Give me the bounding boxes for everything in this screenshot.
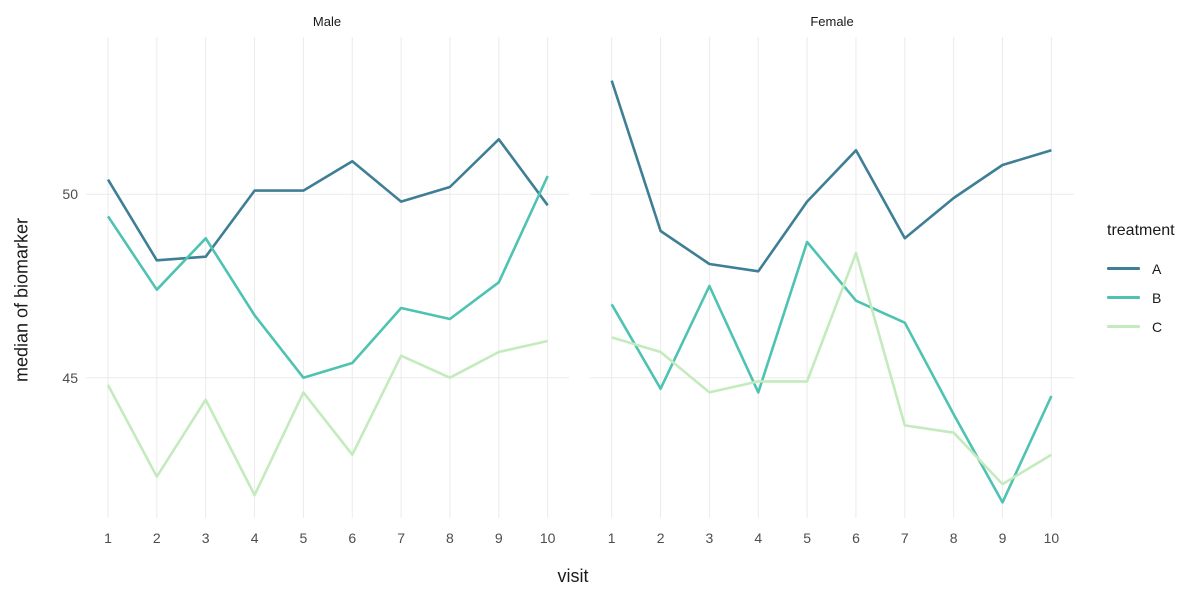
x-tick-label: 6 (852, 530, 860, 546)
x-tick-label: 1 (607, 530, 616, 546)
legend-item-C: C (1107, 312, 1175, 341)
series-line-female-B (610, 240, 1053, 504)
legend-label: B (1152, 289, 1162, 306)
y-tick-label: 50 (62, 186, 78, 203)
x-tick-label: 2 (152, 530, 161, 546)
y-axis-title: median of biomarker (11, 217, 32, 383)
x-tick-label: 6 (348, 530, 357, 546)
legend-line-swatch-B (1107, 296, 1140, 299)
x-tick-label: 10 (1043, 530, 1060, 546)
legend-title: treatment (1107, 222, 1175, 239)
x-tick-label: 8 (445, 530, 454, 546)
facet-title-male: Male (312, 14, 342, 29)
legend-item-A: A (1107, 254, 1175, 283)
series-line-male-B (106, 175, 549, 380)
x-tick-label: 10 (539, 530, 556, 546)
series-line-male-C (106, 339, 548, 497)
x-tick-label: 7 (397, 530, 405, 546)
facet-title-female: Female (810, 14, 854, 29)
x-tick-label: 5 (299, 530, 308, 546)
x-axis-title: visit (557, 566, 589, 586)
x-tick-label: 4 (754, 530, 763, 546)
x-tick-label: 5 (803, 530, 811, 546)
legend-item-B: B (1107, 283, 1175, 312)
legend-label: A (1152, 260, 1162, 277)
x-tick-label: 8 (949, 530, 958, 546)
legend-label: C (1152, 318, 1163, 335)
x-tick-label: 3 (201, 530, 210, 546)
x-tick-label: 4 (250, 530, 259, 546)
series-line-female-A (610, 80, 1052, 273)
x-tick-label: 1 (104, 530, 112, 546)
x-tick-label: 3 (705, 530, 714, 546)
y-tick-label: 45 (62, 369, 78, 386)
legend-line-swatch-C (1107, 325, 1140, 328)
series-line-male-A (106, 138, 549, 262)
x-tick-label: 7 (900, 530, 909, 546)
x-tick-label: 2 (656, 530, 665, 546)
x-tick-label: 9 (494, 530, 503, 546)
legend-line-swatch-A (1107, 267, 1140, 270)
x-tick-label: 9 (998, 530, 1007, 546)
series-line-female-C (611, 251, 1053, 486)
